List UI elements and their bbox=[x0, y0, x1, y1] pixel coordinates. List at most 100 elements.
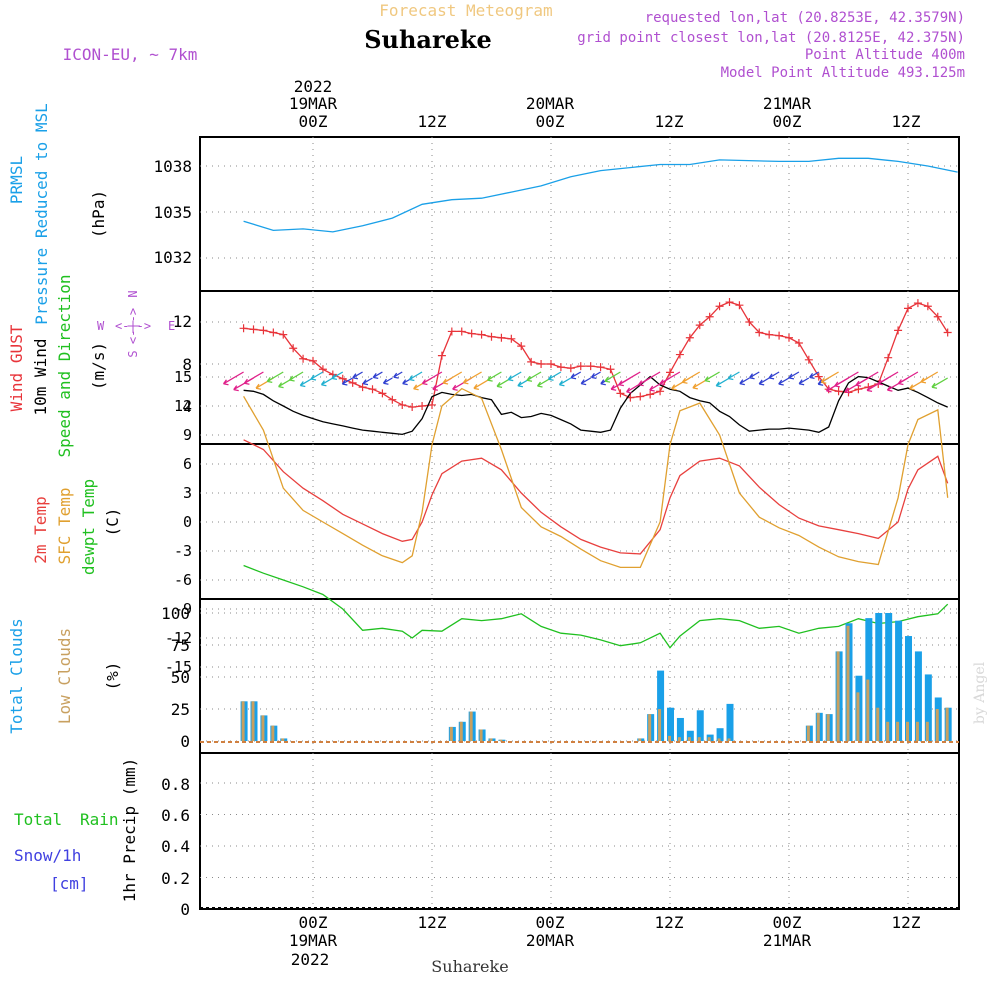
gust-point bbox=[566, 364, 575, 373]
total-clouds-bar bbox=[716, 728, 724, 741]
wind-direction-arrow bbox=[372, 371, 383, 380]
temp-sfc-line bbox=[243, 387, 949, 569]
wind-direction-arrow bbox=[749, 371, 760, 380]
wind-speed-line bbox=[243, 375, 948, 436]
y-tick-label: 0 bbox=[183, 513, 192, 531]
pressure-line bbox=[243, 157, 958, 233]
wind-direction-arrow bbox=[820, 371, 839, 384]
gust-point bbox=[279, 330, 288, 339]
y-tick-label: -6 bbox=[174, 571, 192, 589]
y-tick-label: 0.2 bbox=[161, 869, 190, 888]
low-clouds-bar bbox=[697, 737, 701, 741]
gust-point bbox=[537, 360, 546, 368]
total-clouds-bar bbox=[914, 651, 922, 741]
series-layer bbox=[200, 157, 959, 909]
y-tick-label: 1032 bbox=[153, 248, 192, 267]
total-clouds-bar bbox=[924, 674, 932, 741]
low-clouds-bar bbox=[241, 701, 245, 741]
model-altitude: Model Point Altitude 493.125m bbox=[721, 65, 965, 81]
gust-point bbox=[477, 330, 486, 339]
y-tick-label: 75 bbox=[171, 636, 190, 655]
wind-direction-arrow bbox=[580, 377, 591, 386]
y-tick-label: 0.4 bbox=[161, 837, 190, 856]
wind-direction-arrow bbox=[768, 371, 780, 380]
wind-direction-arrow bbox=[289, 371, 304, 382]
total-rain-label: Total bbox=[14, 810, 62, 829]
y-tick-label: -9 bbox=[174, 600, 192, 618]
bottom-date-label: 19MAR bbox=[289, 931, 338, 950]
gust-point bbox=[507, 334, 516, 343]
gust-point bbox=[249, 325, 258, 334]
gust-point bbox=[586, 362, 595, 371]
top-date-label: 21MAR bbox=[763, 94, 812, 113]
y-tick-label: -12 bbox=[165, 629, 192, 647]
wind-direction-arrow bbox=[897, 371, 919, 386]
gust-point bbox=[289, 344, 298, 353]
gust-point bbox=[884, 353, 893, 362]
y-tick-label: 15 bbox=[174, 368, 192, 386]
top-tick-label: 12Z bbox=[655, 112, 684, 131]
gust-point bbox=[596, 363, 605, 372]
y-tick-label: 25 bbox=[171, 700, 190, 719]
gust-point bbox=[418, 402, 427, 410]
gust-point bbox=[547, 360, 555, 368]
wind-direction-arrow bbox=[809, 371, 820, 380]
pressure-label: PRMSL bbox=[7, 156, 26, 204]
wind-panel bbox=[199, 290, 960, 445]
rain-label: Rain bbox=[80, 810, 119, 829]
top-date-label: 20MAR bbox=[526, 94, 575, 113]
low-clouds-bar bbox=[925, 721, 929, 741]
wind-direction-arrow bbox=[704, 371, 720, 383]
requested-coords: requested lon,lat (20.8253E, 42.3579N) bbox=[645, 10, 965, 26]
gust-point bbox=[646, 390, 655, 399]
compass-rose: W <-|-> E <-|-> N S bbox=[97, 290, 175, 357]
gust-point bbox=[854, 385, 863, 394]
y-tick-label: 0.8 bbox=[161, 775, 190, 794]
low-clouds-bar bbox=[727, 738, 731, 741]
low-clouds-bar bbox=[459, 721, 463, 741]
top-tick-label: 00Z bbox=[773, 112, 802, 131]
y-tick-label: -3 bbox=[174, 542, 192, 560]
wind-direction-arrow bbox=[739, 377, 750, 386]
gust-point bbox=[447, 327, 456, 336]
y-tick-label: 1035 bbox=[153, 203, 192, 222]
gust-point bbox=[388, 395, 397, 404]
gust-point bbox=[695, 321, 704, 330]
gust-point bbox=[775, 331, 784, 340]
bottom-tick-label: 12Z bbox=[892, 913, 921, 932]
wind-direction-arrow bbox=[788, 371, 800, 380]
snow-label: Snow/1h bbox=[14, 846, 81, 865]
model-label: ICON-EU, ~ 7km bbox=[63, 45, 198, 64]
total-clouds-bar bbox=[667, 707, 674, 741]
wind-direction-arrow bbox=[442, 371, 463, 385]
low-clouds-bar bbox=[945, 707, 949, 741]
bottom-tick-label: 00Z bbox=[773, 913, 802, 932]
bottom-date-label: 21MAR bbox=[763, 931, 812, 950]
gust-point bbox=[715, 302, 724, 311]
bottom-tick-label: 12Z bbox=[418, 913, 447, 932]
gust-point bbox=[943, 328, 952, 337]
wind-direction-arrow bbox=[362, 377, 373, 386]
wind-direction-arrow bbox=[931, 377, 948, 389]
wind-direction-arrow bbox=[331, 371, 344, 381]
total-clouds-bar bbox=[905, 636, 912, 741]
gust-point bbox=[358, 383, 367, 392]
compass-north: N bbox=[126, 290, 140, 297]
bottom-date-label: 20MAR bbox=[526, 931, 575, 950]
gust-point bbox=[576, 362, 585, 371]
wind-direction-arrow bbox=[570, 371, 582, 380]
gust-point bbox=[656, 387, 665, 396]
wind-direction-arrow bbox=[834, 371, 859, 388]
dewpt-line bbox=[243, 564, 949, 649]
low-clouds-bar bbox=[499, 739, 503, 741]
low-clouds-bar bbox=[677, 737, 681, 741]
low-clouds-label: Low Clouds bbox=[55, 628, 74, 724]
location-title: Suhareke bbox=[364, 25, 492, 54]
bottom-year-label: 2022 bbox=[291, 950, 330, 969]
wind-direction-arrow bbox=[393, 371, 403, 379]
compass-west: W bbox=[97, 319, 105, 333]
low-clouds-bar bbox=[935, 709, 939, 741]
dewpt-label: dewpt Temp bbox=[79, 479, 98, 575]
bottom-tick-label: 12Z bbox=[655, 913, 684, 932]
gust-point bbox=[894, 326, 903, 335]
